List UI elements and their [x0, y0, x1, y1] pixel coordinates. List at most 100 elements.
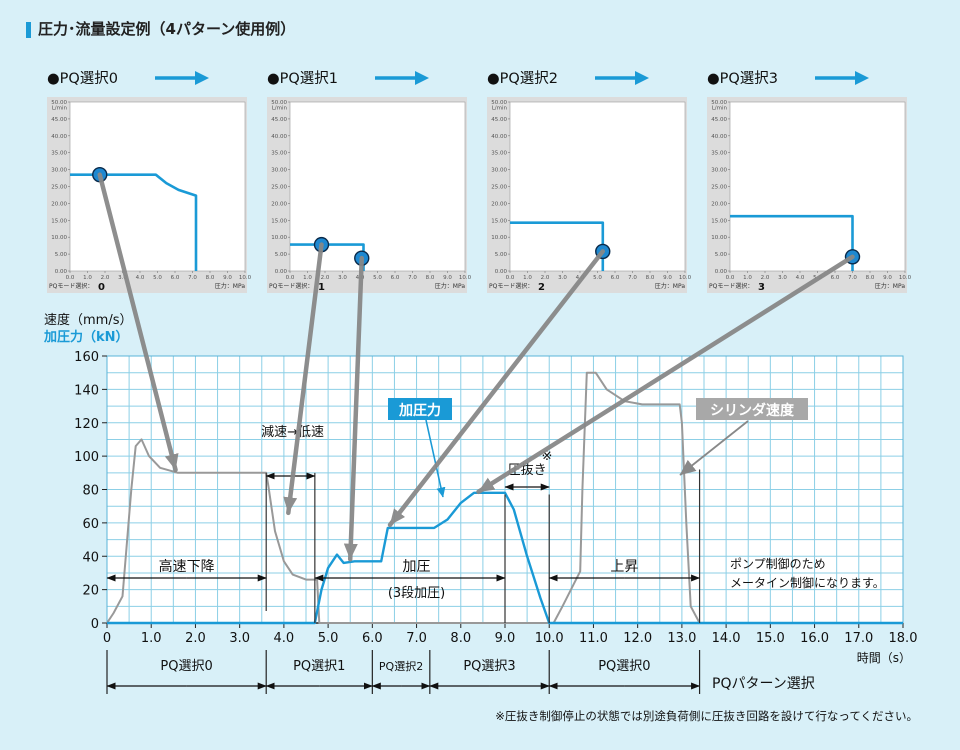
pq-x-tick-label: 7.0 [408, 275, 417, 281]
y-axis-label-2: 加圧力（kN） [43, 329, 129, 345]
pq-y-tick-label: 20.00 [271, 201, 287, 207]
pq-x-tick-label: 9.0 [223, 275, 232, 281]
label-pointer-pressing-force [425, 419, 446, 498]
pq-y-tick-label: 10.00 [51, 235, 67, 241]
x-tick-label: 5.0 [318, 631, 339, 646]
x-tick-label: 8.0 [450, 631, 471, 646]
title-accent-bar [26, 22, 31, 38]
y-tick-label: 120 [74, 417, 99, 432]
pq-y-tick-label: 0.00 [495, 269, 508, 275]
pq-mode-label: PQモード選択： [489, 282, 533, 290]
y-tick-label: 40 [82, 550, 99, 565]
pq-x-tick-label: 4.0 [136, 275, 145, 281]
pq-mode-label: PQモード選択： [709, 282, 753, 290]
pq-y-tick-label: 20.00 [491, 201, 507, 207]
pq-y-tick-label: 30.00 [51, 168, 67, 174]
pq-y-tick-label: 5.00 [495, 252, 508, 258]
x-tick-label: 7.0 [406, 631, 427, 646]
pq-x-tick-label: 4.0 [796, 275, 805, 281]
pq-y-tick-label: 35.00 [491, 151, 507, 157]
pq-plot-area [69, 101, 246, 272]
pq-x-tick-label: 3.0 [338, 275, 347, 281]
pq-x-tick-label: 7.0 [188, 275, 197, 281]
pq-pressure-label: 圧力：MPa [655, 282, 686, 290]
pq-x-tick-label: 2.0 [321, 275, 330, 281]
pq-segment-label: PQ選択1 [293, 659, 345, 674]
x-tick-label: 3.0 [229, 631, 250, 646]
pq-x-tick-label: 3.0 [558, 275, 567, 281]
pq-segment-label: PQ選択3 [463, 659, 515, 674]
x-tick-label: 17.0 [844, 631, 873, 646]
pq-y-tick-label: 20.00 [51, 201, 67, 207]
x-tick-label: 12.0 [623, 631, 652, 646]
connector-arrow [97, 172, 179, 473]
y-axis-label: 速度（mm/s） [44, 312, 132, 328]
pq-x-tick-label: 5.0 [153, 275, 162, 281]
x-tick-label: 0 [103, 631, 111, 646]
pq-x-tick-label: 1.0 [523, 275, 532, 281]
pq-arrow-head [195, 71, 209, 85]
y-tick-label: 140 [74, 383, 99, 398]
label-box-pressing-force [388, 398, 452, 420]
pq-x-tick-label: 3.0 [778, 275, 787, 281]
pq-arrow-head [855, 71, 869, 85]
footnote: ※圧抜き制御停止の状態では別途負荷側に圧抜き回路を設けて行なってください。 [495, 709, 918, 723]
y-tick-label: 160 [74, 350, 99, 365]
pq-x-tick-label: 8.0 [866, 275, 875, 281]
x-tick-label: 1.0 [141, 631, 162, 646]
pq-y-tick-label: 30.00 [271, 168, 287, 174]
label-pointer-cylinder-speed [679, 420, 749, 476]
series-line-pressing-force [107, 491, 903, 625]
pq-y-tick-label: 35.00 [271, 151, 287, 157]
pq-panel-2: ●PQ選択2 0.00 5.00 10.00 15.00 20.00 25.00 30.00 3… [487, 70, 692, 293]
pq-mode-number: 0 [98, 282, 105, 293]
pq-x-tick-label: 3.0 [118, 275, 127, 281]
pq-y-unit: L/min [272, 106, 288, 112]
pq-x-tick-label: 8.0 [206, 275, 215, 281]
x-axis-label: 時間（s） [857, 651, 911, 665]
connector-arrow [476, 254, 855, 495]
label-box-cylinder-speed [696, 398, 808, 420]
x-tick-label: 10.0 [535, 631, 564, 646]
y-tick-label: 100 [74, 450, 99, 465]
pq-mode-number: 2 [538, 282, 545, 293]
pq-x-tick-label: 1.0 [83, 275, 92, 281]
annotation-rise: 上昇 [610, 559, 638, 575]
annotation-fast-down: 高速下降 [159, 558, 215, 575]
pq-x-tick-label: 6.0 [171, 275, 180, 281]
annotation-decel: 減速→低速 [261, 424, 324, 440]
pq-x-tick-label: 6.0 [831, 275, 840, 281]
pq-x-tick-label: 7.0 [848, 275, 857, 281]
label-pressing-force: 加圧力 [398, 402, 441, 419]
pq-x-tick-label: 6.0 [611, 275, 620, 281]
pq-y-unit: L/min [52, 106, 68, 112]
pq-y-tick-label: 45.00 [51, 117, 67, 123]
pq-x-tick-label: 1.0 [303, 275, 312, 281]
pq-x-tick-label: 10.0 [239, 275, 252, 281]
x-tick-label: 4.0 [274, 631, 295, 646]
pq-y-tick-label: 35.00 [51, 151, 67, 157]
annotation-press: 加圧 [403, 559, 431, 575]
pq-pressure-label: 圧力：MPa [435, 282, 466, 290]
pq-x-tick-label: 2.0 [541, 275, 550, 281]
pq-y-tick-label: 25.00 [51, 185, 67, 191]
pq-y-tick-label: 15.00 [711, 218, 727, 224]
pq-y-tick-label: 30.00 [711, 168, 727, 174]
connector-arrow [343, 255, 364, 562]
pq-y-tick-label: 50.00 [271, 100, 287, 106]
pq-y-tick-label: 10.00 [491, 235, 507, 241]
pq-panel-title: ●PQ選択2 [487, 70, 558, 87]
pq-x-tick-label: 5.0 [593, 275, 602, 281]
pq-panel-1: ●PQ選択1 0.00 5.00 10.00 15.00 20.00 25.00 30.00 3… [267, 70, 472, 293]
annotation-pump-1: ポンプ制御のため [730, 556, 826, 571]
pq-mode-number: 3 [758, 282, 765, 293]
pq-x-tick-label: 9.0 [663, 275, 672, 281]
pq-x-tick-label: 1.0 [743, 275, 752, 281]
pq-curve [70, 173, 198, 271]
connector-arrow [283, 242, 324, 516]
pq-segment-label: PQ選択0 [160, 659, 212, 674]
y-tick-label: 0 [91, 617, 99, 632]
pq-y-tick-label: 50.00 [491, 100, 507, 106]
pq-x-tick-label: 9.0 [443, 275, 452, 281]
